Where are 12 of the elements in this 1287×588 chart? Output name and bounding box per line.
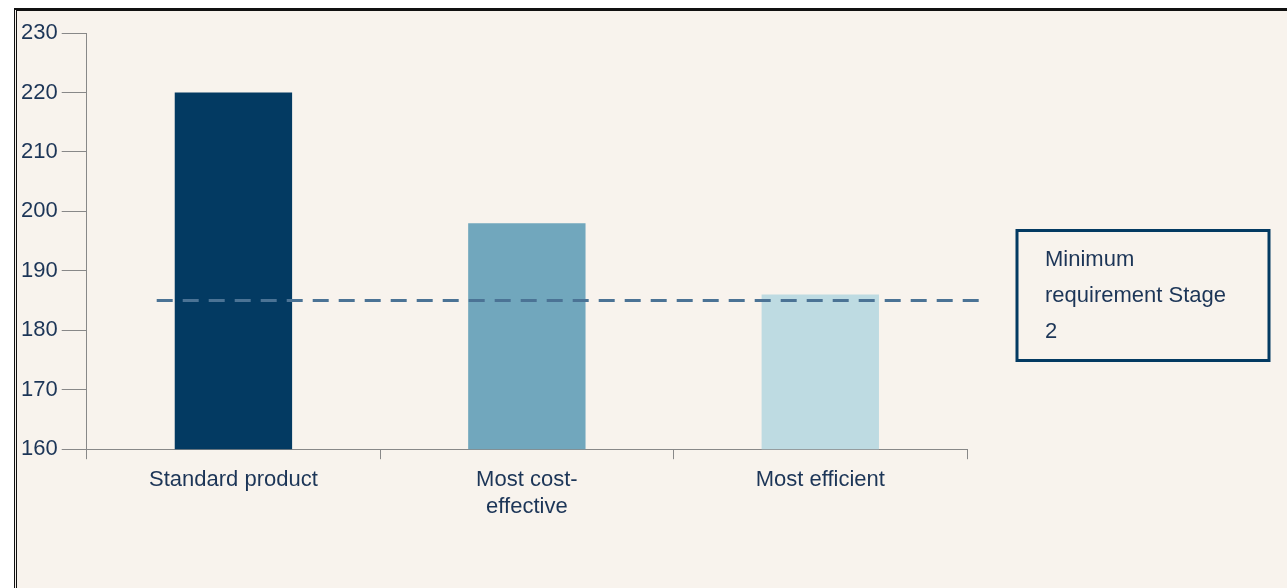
ref-line-label: Minimum requirement Stage 2	[1045, 245, 1226, 343]
y-tick-label: 230	[20, 19, 58, 45]
y-tick-label: 210	[20, 137, 58, 163]
x-tick-label: Standard product	[149, 466, 318, 492]
y-tick-label: 170	[20, 375, 58, 401]
x-tick-label: Most efficient	[755, 466, 885, 492]
x-tick-label: Most cost-effective	[476, 466, 578, 518]
y-tick-label: 160	[20, 435, 58, 461]
y-tick-label: 180	[20, 316, 58, 342]
y-tick-label: 220	[20, 78, 58, 104]
y-tick-label: 190	[20, 256, 58, 282]
y-tick-label: 200	[20, 197, 58, 223]
